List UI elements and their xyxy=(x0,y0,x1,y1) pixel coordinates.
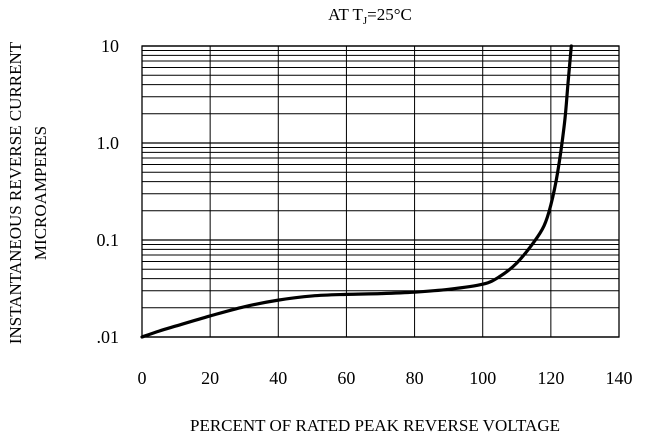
series-line xyxy=(140,44,573,339)
x-tick-label: 0 xyxy=(138,368,147,388)
title-suffix: =25°C xyxy=(367,5,412,24)
x-tick-label: 100 xyxy=(469,368,496,388)
grid xyxy=(141,45,620,338)
x-tick-label: 40 xyxy=(269,368,287,388)
x-tick-label: 20 xyxy=(201,368,219,388)
x-tick-labels: 0 20 40 60 80 100 120 140 xyxy=(138,368,633,388)
x-tick-label: 120 xyxy=(537,368,564,388)
x-tick-label: 80 xyxy=(406,368,424,388)
x-tick-label: 140 xyxy=(606,368,633,388)
axes xyxy=(141,45,620,338)
y-tick-label: 1.0 xyxy=(97,133,120,153)
y-tick-label: 10 xyxy=(101,36,119,56)
y-axis-label-line-1: INSTANTANEOUS REVERSE CURRENT xyxy=(6,41,25,344)
y-tick-labels: .01 0.1 1.0 10 xyxy=(97,36,120,347)
x-axis-label: PERCENT OF RATED PEAK REVERSE VOLTAGE xyxy=(190,416,560,435)
plot-frame xyxy=(141,45,620,338)
y-tick-label: 0.1 xyxy=(97,230,120,250)
chart-title: AT TJ=25°C xyxy=(328,5,412,27)
y-axis-label-line-2: MICROAMPERES xyxy=(31,126,50,260)
series-group xyxy=(140,44,573,339)
title-main: AT T xyxy=(328,5,363,24)
y-tick-label: .01 xyxy=(97,327,120,347)
title-subscript: J xyxy=(363,15,368,27)
x-tick-label: 60 xyxy=(337,368,355,388)
